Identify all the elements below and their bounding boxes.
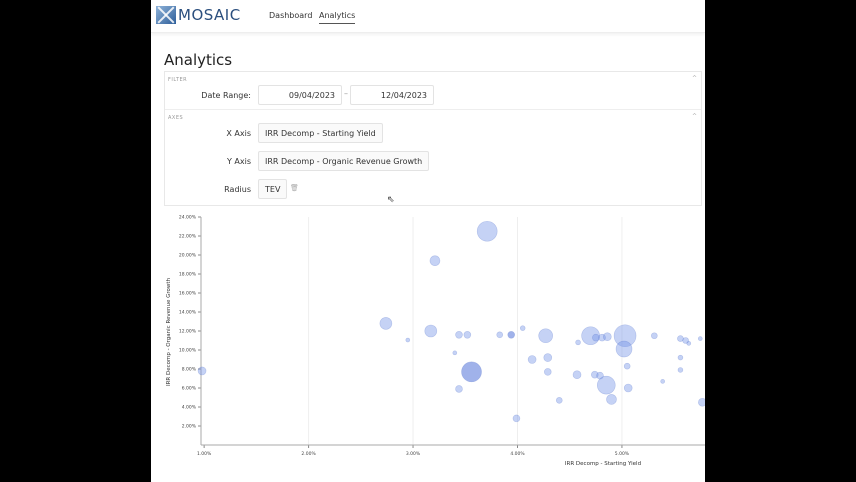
y-tick-label: 4.00%: [182, 405, 197, 411]
bubble-point: [575, 339, 581, 346]
divider: [165, 109, 701, 110]
mosaic-logo-icon: [156, 6, 176, 24]
brand-name: MOSAIC: [178, 6, 241, 24]
y-tick-label: 12.00%: [179, 329, 197, 335]
radius-label: Radius: [224, 185, 251, 194]
x-tick-label: 3.00%: [406, 451, 421, 457]
bubble-point: [677, 335, 684, 342]
bubble-point: [555, 397, 563, 404]
y-tick-label: 10.00%: [179, 348, 197, 354]
y-tick-label: 18.00%: [179, 272, 197, 278]
collapse-axes-icon[interactable]: ^: [691, 113, 697, 120]
y-axis-title: IRR Decomp - Organic Revenue Growth: [166, 277, 172, 386]
end-date-input[interactable]: 12/04/2023: [350, 85, 434, 105]
bubble-point: [197, 366, 207, 376]
y-axis-select[interactable]: IRR Decomp - Organic Revenue Growth: [258, 151, 430, 171]
bubble-point: [698, 397, 705, 407]
mouse-cursor-icon: ⇖: [387, 195, 395, 205]
y-tick-label: 20.00%: [179, 253, 197, 259]
x-tick-label: 4.00%: [510, 451, 525, 457]
filter-panel: FILTER ^ Date Range: 09/04/2023 – 12/04/…: [164, 71, 702, 206]
top-navbar: MOSAIC Dashboard Analytics: [151, 0, 705, 33]
bubble-point: [623, 383, 633, 393]
bubble-point: [496, 331, 504, 339]
bubble-point: [606, 394, 617, 405]
bubble-point: [512, 414, 521, 423]
bubble-point: [677, 354, 684, 361]
bubble-point: [623, 362, 631, 370]
x-tick-label: 2.00%: [301, 451, 316, 457]
page-title: Analytics: [164, 51, 233, 69]
filter-section-label: FILTER: [168, 77, 188, 83]
bubble-point: [405, 337, 411, 343]
nav-link-analytics[interactable]: Analytics: [319, 11, 356, 24]
y-axis-label: Y Axis: [226, 157, 251, 166]
date-range-label: Date Range:: [201, 91, 251, 100]
bubble-point: [543, 353, 553, 362]
bubble-point: [651, 332, 658, 340]
y-tick-label: 2.00%: [182, 424, 197, 430]
y-tick-label: 14.00%: [179, 310, 197, 316]
y-tick-label: 24.00%: [179, 215, 197, 221]
x-axis-title: IRR Decomp - Starting Yield: [565, 461, 641, 467]
bubble-point: [686, 341, 692, 346]
bubble-point: [519, 325, 526, 331]
y-tick-label: 16.00%: [179, 291, 197, 297]
bubble-point: [455, 331, 463, 339]
bubble-point: [591, 370, 599, 379]
bubble-point: [581, 326, 600, 346]
bubble-point: [613, 324, 637, 348]
bubble-point: [507, 331, 515, 339]
x-tick-label: 5.00%: [615, 451, 630, 457]
bubble-point: [461, 361, 482, 383]
bubble-point: [596, 375, 616, 395]
bubble-point: [452, 350, 458, 356]
bubble-point: [379, 317, 393, 330]
bubble-point: [615, 340, 633, 358]
brand-logo[interactable]: MOSAIC: [156, 6, 241, 24]
bubble-point: [660, 379, 665, 384]
nav-link-dashboard[interactable]: Dashboard: [269, 11, 313, 20]
bubble-point: [596, 371, 604, 380]
y-tick-label: 8.00%: [182, 367, 197, 373]
app-page: MOSAIC Dashboard Analytics Analytics FIL…: [151, 0, 705, 482]
bubble-point: [538, 328, 553, 344]
bubble-point: [455, 385, 463, 393]
bubble-point: [572, 370, 582, 379]
x-axis-label: X Axis: [226, 129, 251, 138]
trash-icon[interactable]: 🗑: [290, 184, 299, 192]
bubble-point: [463, 331, 472, 339]
bubble-point: [476, 220, 498, 242]
collapse-filter-icon[interactable]: ^: [691, 75, 697, 82]
bubble-point: [697, 336, 703, 341]
x-axis-select[interactable]: IRR Decomp - Starting Yield: [258, 123, 383, 143]
radius-select[interactable]: TEV: [258, 179, 288, 199]
bubble-point: [429, 255, 441, 267]
bubble-point: [544, 368, 552, 376]
bubble-point: [603, 332, 612, 341]
bubble-point: [682, 337, 689, 344]
bubble-chart: 1.00% 2.00% 3.00% 4.00% 5.00% 2.00% 4.00% 6.00%…: [166, 215, 705, 467]
bubble-point: [527, 355, 537, 364]
x-tick-label: 1.00%: [197, 451, 212, 457]
bubble-point: [677, 367, 684, 373]
y-tick-label: 6.00%: [182, 386, 197, 392]
axes-section-label: AXES: [168, 115, 184, 121]
date-separator: –: [344, 89, 348, 98]
y-tick-label: 22.00%: [179, 234, 197, 240]
bubble-point: [598, 333, 606, 342]
bubble-point: [592, 333, 600, 342]
bubble-point: [424, 324, 438, 338]
start-date-input[interactable]: 09/04/2023: [258, 85, 342, 105]
